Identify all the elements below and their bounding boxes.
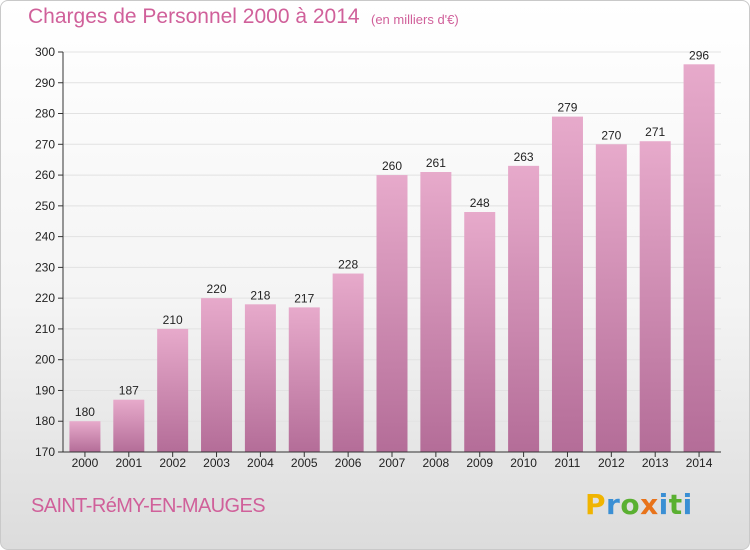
bar-value-label: 187 (119, 384, 139, 398)
bar-2003 (201, 298, 233, 452)
x-tick-label: 2001 (115, 456, 142, 470)
x-tick-label: 2012 (598, 456, 625, 470)
y-tick-label: 290 (35, 76, 55, 90)
bar-2010 (508, 165, 540, 452)
y-tick-label: 210 (35, 322, 55, 336)
bar-value-label: 279 (557, 101, 577, 115)
bar-2006 (332, 273, 364, 452)
data-labels: 180 187 210 220 218 217 228 260 261 248 263 279 270 2… (75, 48, 709, 419)
bar-2007 (376, 175, 408, 453)
bar-value-label: 228 (338, 258, 358, 272)
bar-2014 (683, 64, 715, 453)
x-tick-label: 2003 (203, 456, 230, 470)
y-tick-label: 230 (35, 260, 55, 274)
bar-2000 (69, 421, 101, 452)
bar-value-label: 220 (207, 282, 227, 296)
y-tick-label: 300 (35, 45, 55, 59)
x-tick-label: 2007 (379, 456, 406, 470)
y-tick-label: 280 (35, 107, 55, 121)
bars (69, 64, 715, 453)
chart-title: Charges de Personnel 2000 à 2014 (28, 5, 360, 28)
axes: 170 180 190 200 210 220 230 240 250 260 270 280 290 3… (35, 45, 721, 470)
bar-value-label: 270 (601, 128, 621, 142)
y-tick-label: 200 (35, 353, 55, 367)
y-tick-label: 240 (35, 230, 55, 244)
bar-2012 (595, 144, 627, 453)
bar-value-label: 180 (75, 405, 95, 419)
bar-value-label: 271 (645, 125, 665, 139)
bar-value-label: 218 (250, 288, 270, 302)
y-tick-label: 220 (35, 291, 55, 305)
x-tick-label: 2011 (555, 456, 581, 470)
bar-2009 (464, 212, 496, 452)
bar-value-label: 210 (163, 313, 183, 327)
bar-2013 (639, 141, 671, 452)
y-tick-label: 190 (35, 383, 55, 397)
bar-value-label: 248 (470, 196, 490, 210)
y-tick-label: 260 (35, 168, 55, 182)
bar-2001 (113, 399, 145, 452)
x-tick-label: 2006 (335, 456, 362, 470)
x-tick-label: 2005 (291, 456, 318, 470)
x-tick-label: 2000 (72, 456, 99, 470)
commune-name: SAINT-RéMY-EN-MAUGES (31, 495, 266, 517)
bar-value-label: 217 (294, 291, 314, 305)
bar-value-label: 261 (426, 156, 446, 170)
bar-2008 (420, 172, 452, 452)
x-tick-label: 2013 (642, 456, 669, 470)
proxiti-logo: Proxiti (585, 488, 693, 521)
x-tick-label: 2009 (466, 456, 493, 470)
y-tick-label: 170 (35, 445, 55, 459)
x-tick-label: 2010 (510, 456, 537, 470)
bar-2004 (244, 304, 276, 452)
bar-2005 (288, 307, 320, 452)
y-tick-label: 180 (35, 414, 55, 428)
bar-2011 (551, 116, 583, 452)
x-tick-label: 2008 (423, 456, 450, 470)
x-tick-label: 2004 (247, 456, 274, 470)
x-tick-label: 2002 (159, 456, 186, 470)
y-tick-label: 250 (35, 199, 55, 213)
bar-value-label: 260 (382, 159, 402, 173)
bar-2002 (157, 328, 189, 452)
bar-value-label: 296 (689, 48, 709, 62)
bar-value-label: 263 (514, 150, 534, 164)
y-tick-label: 270 (35, 137, 55, 151)
x-tick-label: 2014 (686, 456, 713, 470)
chart-unit: (en milliers d'€) (371, 12, 459, 27)
